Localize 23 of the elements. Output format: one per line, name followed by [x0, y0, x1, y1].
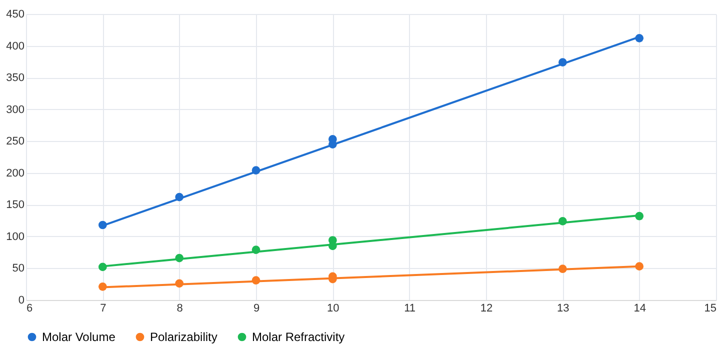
y-tick-label: 100: [6, 230, 24, 243]
x-tick-label: 13: [557, 302, 570, 314]
y-tick-label: 350: [6, 72, 24, 84]
x-tick-label: 8: [176, 302, 183, 314]
y-tick-label: 150: [6, 199, 24, 212]
y-tick-label: 0: [18, 294, 24, 306]
legend-label: Molar Refractivity: [252, 330, 345, 344]
y-tick-label: 200: [6, 167, 24, 180]
x-tick-label: 10: [327, 302, 340, 314]
x-tick-label: 7: [100, 302, 106, 314]
y-tick-label: 50: [12, 262, 24, 275]
x-tick-label: 12: [480, 302, 493, 314]
x-tick-label: 15: [704, 302, 716, 314]
legend-label: Molar Volume: [42, 330, 116, 344]
y-tick-label: 250: [6, 136, 24, 148]
legend-label: Polarizability: [150, 330, 218, 344]
y-tick-label: 300: [6, 104, 24, 116]
x-tick-label: 14: [634, 302, 646, 314]
y-tick-label: 450: [6, 8, 24, 20]
x-tick-label: 6: [26, 302, 33, 314]
y-tick-label: 400: [6, 40, 24, 52]
x-tick-label: 9: [253, 302, 260, 314]
x-tick-label: 11: [404, 302, 416, 314]
